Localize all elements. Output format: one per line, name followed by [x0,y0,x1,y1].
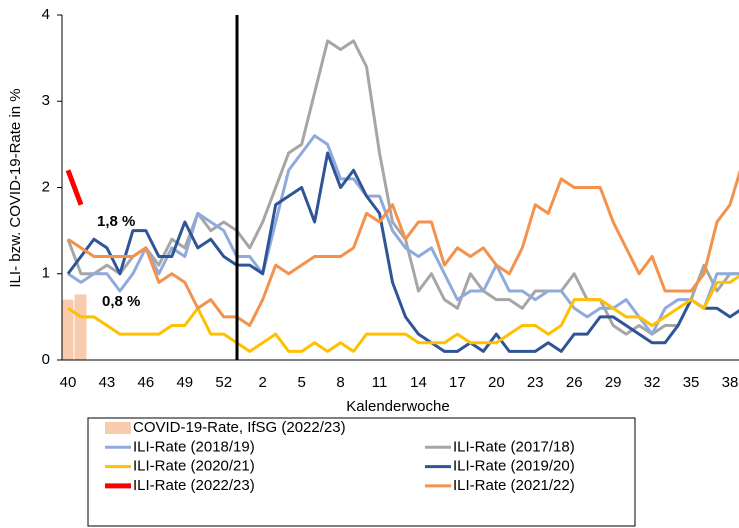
x-tick-label: 11 [372,374,388,391]
x-tick-label: 40 [60,374,77,391]
line [65,169,84,206]
x-tick-label: 5 [297,374,305,391]
bar [74,294,87,360]
x-tick-label: 29 [605,374,622,391]
legend-swatch [105,422,131,434]
legend-label: ILI-Rate (2019/20) [453,458,575,475]
x-tick-label: 23 [527,374,544,391]
legend-label: ILI-Rate (2022/23) [133,477,255,494]
x-tick-label: 14 [410,374,427,391]
y-tick-label: 3 [42,92,50,109]
bar [62,299,74,360]
y-tick-label: 2 [42,178,50,195]
x-tick-label: 17 [449,374,466,391]
x-tick-label: 46 [138,374,155,391]
x-tick-label: 43 [99,374,116,391]
x-tick-label: 52 [215,374,232,391]
annotation: 0,8 % [102,293,140,310]
plot-area [62,39,739,360]
x-tick-label: 35 [683,374,700,391]
x-axis-label: Kalenderwoche [346,398,449,415]
annotation: 1,8 % [97,213,135,230]
line [67,134,739,336]
y-tick-label: 4 [42,6,50,23]
y-tick-label: 1 [42,265,50,282]
y-tick-label: 0 [42,351,50,368]
x-tick-label: 20 [488,374,505,391]
legend-label: ILI-Rate (2017/18) [453,438,575,455]
x-tick-label: 2 [259,374,267,391]
x-tick-label: 32 [644,374,661,391]
line [67,274,739,353]
legend-label: ILI-Rate (2021/22) [453,477,575,494]
legend [87,417,636,527]
x-tick-label: 26 [566,374,583,391]
line [67,169,739,327]
line [66,39,739,336]
y-axis-label: ILI- bzw. COVID-19-Rate in % [7,88,24,287]
x-tick-label: 49 [176,374,193,391]
x-tick-label: 8 [336,374,344,391]
legend-label: COVID-19-Rate, IfSG (2022/23) [133,419,346,436]
legend-label: ILI-Rate (2018/19) [133,438,255,455]
x-tick-label: 38 [722,374,739,391]
legend-label: ILI-Rate (2020/21) [133,458,255,475]
line [66,151,739,353]
